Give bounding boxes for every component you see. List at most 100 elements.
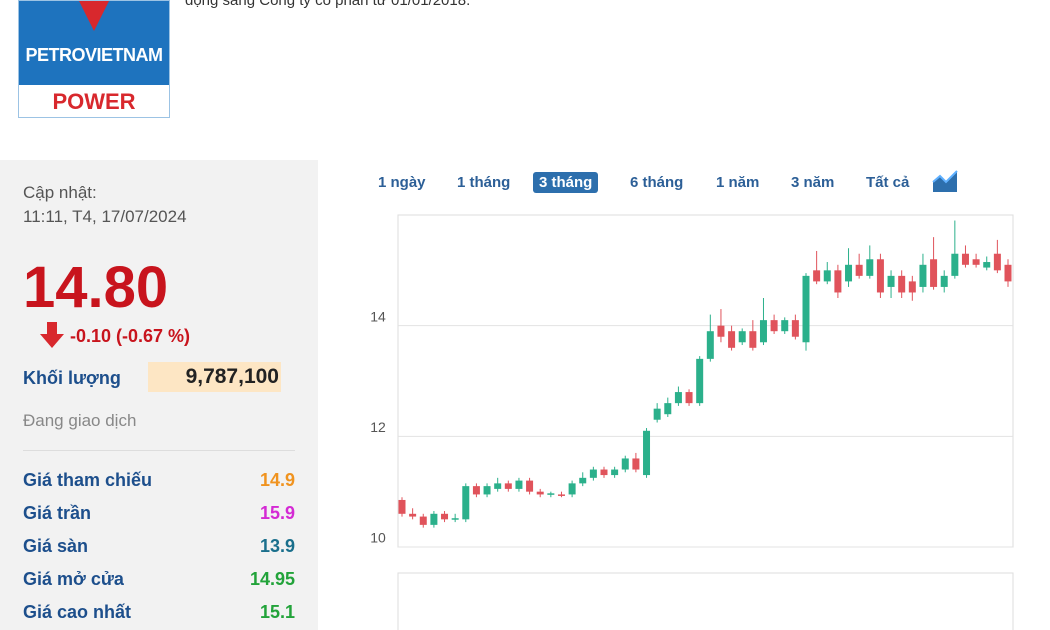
logo-brand: PETROVIETNAM	[25, 45, 163, 65]
candle-body	[876, 259, 884, 293]
candle-body	[983, 262, 991, 268]
candle-body	[632, 458, 640, 470]
price: 14.80	[23, 255, 169, 320]
candle-body	[791, 320, 799, 337]
candle-body	[887, 275, 895, 287]
intro-text: động sang Công ty cổ phần từ 01/01/2018.	[185, 0, 471, 9]
candle-body	[526, 480, 534, 492]
info-label: Giá tham chiếu	[23, 470, 153, 490]
candle-body	[494, 483, 502, 489]
logo-background	[19, 1, 169, 85]
candle-body	[568, 483, 576, 495]
candle-body	[664, 403, 672, 415]
candle-body	[802, 275, 810, 343]
candle-body	[1004, 264, 1012, 282]
info-label: Giá sàn	[23, 536, 89, 556]
divider	[23, 450, 295, 451]
candle-body	[409, 513, 417, 517]
range-tab[interactable]: 3 tháng	[533, 172, 599, 193]
range-tab[interactable]: 1 tháng	[457, 174, 511, 191]
candle-body	[653, 408, 661, 420]
volume-value: 9,787,100	[148, 362, 281, 392]
info-value: 15.1	[259, 602, 295, 622]
candle-body	[738, 331, 746, 343]
down-arrow	[40, 322, 64, 348]
candle-body	[898, 275, 906, 293]
logo-unit: POWER	[52, 89, 136, 114]
y-tick-label: 10	[370, 530, 386, 546]
candle-body	[430, 513, 438, 525]
candle-body	[504, 483, 512, 489]
info-label: Giá mở cửa	[23, 569, 124, 589]
candle-body	[579, 477, 587, 484]
candle-body	[951, 253, 959, 276]
candle-body	[515, 480, 523, 489]
candle-body	[483, 486, 491, 495]
logo-icon	[79, 1, 109, 31]
range-tab[interactable]: 6 tháng	[630, 174, 684, 191]
candle-body	[419, 516, 427, 525]
chart-type-icon[interactable]	[932, 170, 958, 194]
candle-body	[547, 493, 555, 495]
candle-body	[536, 491, 544, 495]
candle-body	[717, 325, 725, 337]
status: Đang giao dịch	[23, 411, 137, 430]
candle-body	[770, 320, 778, 332]
y-tick-label: 14	[370, 308, 386, 324]
candle-body	[972, 259, 980, 265]
candle-body	[643, 430, 651, 476]
candle-body	[611, 469, 619, 476]
candle-body	[781, 320, 789, 332]
candle-body	[674, 392, 682, 404]
candle-body	[398, 499, 406, 514]
info-row: Giá mở cửa 14.95	[23, 569, 295, 590]
info-value: 14.95	[249, 569, 295, 589]
candle-body	[621, 458, 629, 470]
candle-body	[557, 494, 565, 496]
candle-body	[855, 264, 863, 276]
logo: PETROVIETNAM POWER	[18, 0, 170, 118]
info-row: Giá sàn 13.9	[23, 536, 295, 557]
candle-body	[930, 259, 938, 287]
info-row: Giá cao nhất 15.1	[23, 602, 295, 623]
range-tab[interactable]: Tất cả	[866, 174, 910, 191]
update-time: 11:11, T4, 17/07/2024	[23, 207, 187, 226]
info-value: 15.9	[259, 503, 295, 523]
candle-body	[961, 253, 969, 265]
price-change: -0.10 (-0.67 %)	[70, 326, 191, 346]
info-value: 13.9	[259, 536, 295, 556]
info-label: Giá cao nhất	[23, 602, 132, 622]
candle-body	[759, 320, 767, 343]
info-row: Giá tham chiếu 14.9	[23, 470, 295, 491]
candle-body	[919, 264, 927, 287]
candle-body	[589, 469, 597, 478]
candle-body	[845, 264, 853, 282]
candle-body	[472, 486, 480, 495]
range-tab[interactable]: 1 ngày	[378, 174, 426, 191]
candle-body	[813, 270, 821, 282]
range-tab[interactable]: 1 năm	[716, 174, 760, 191]
info-value: 14.9	[259, 470, 295, 490]
candle-body	[866, 259, 874, 276]
update-label: Cập nhật:	[23, 183, 97, 202]
sidebar: Cập nhật: 11:11, T4, 17/07/2024 14.80 -0…	[0, 160, 318, 630]
range-tab[interactable]: 3 năm	[791, 174, 835, 191]
info-row: Giá trần 15.9	[23, 503, 295, 524]
volume-frame	[397, 572, 1014, 630]
candle-body	[441, 513, 449, 520]
volume-label: Khối lượng	[23, 368, 121, 388]
candle-body	[993, 253, 1001, 271]
candle-body	[834, 270, 842, 293]
y-tick-label: 12	[370, 419, 386, 435]
candle-body	[706, 331, 714, 359]
candle-body	[600, 469, 608, 476]
info-label: Giá trần	[23, 503, 92, 523]
candle-body	[685, 392, 693, 404]
candle-body	[823, 270, 831, 282]
candle-body	[728, 331, 736, 348]
candle-body	[749, 331, 757, 348]
candle-body	[696, 358, 704, 404]
candle-body	[908, 281, 916, 293]
